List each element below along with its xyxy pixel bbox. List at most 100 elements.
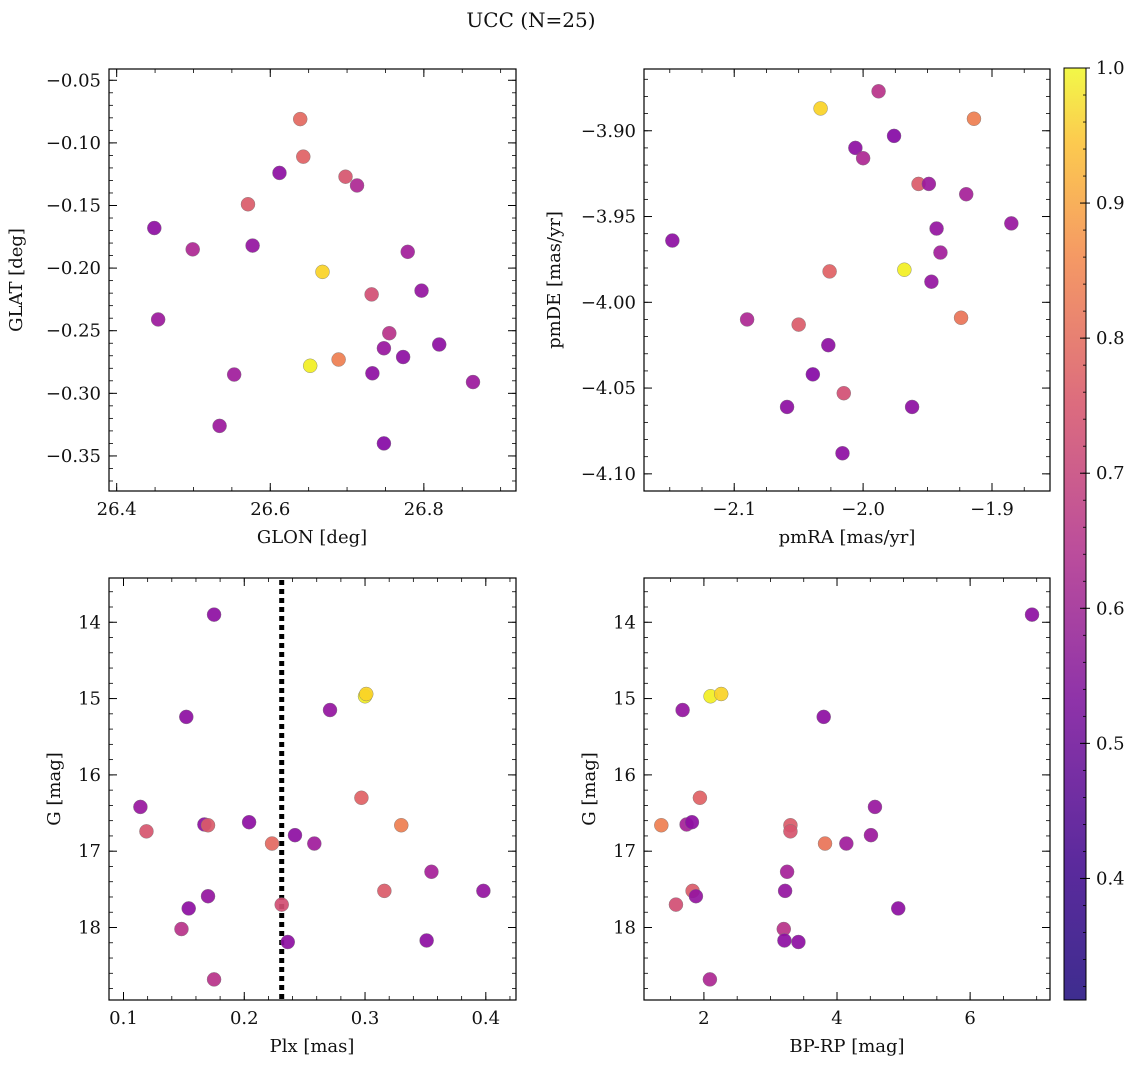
scatter-point <box>349 178 365 193</box>
scatter-point <box>338 169 353 184</box>
scatter-point <box>174 921 189 937</box>
x-tick-label: 0.4 <box>471 1008 500 1029</box>
scatter-point <box>739 312 755 327</box>
y-axis-label: pmDE [mas/yr] <box>544 211 565 349</box>
scatter-point <box>302 358 318 373</box>
plot-frame <box>643 68 1051 492</box>
x-tick-label: 6 <box>964 1008 975 1029</box>
scatter-point <box>382 326 397 341</box>
x-tick-label: 4 <box>831 1008 842 1029</box>
scatter-point <box>212 418 227 434</box>
scatter-point <box>684 814 700 830</box>
x-tick-label: 26.6 <box>250 499 290 520</box>
scatter-point <box>395 349 411 365</box>
scatter-point <box>897 262 912 277</box>
scatter-point <box>668 897 684 912</box>
scatter-point <box>331 352 346 367</box>
scatter-point <box>855 151 871 166</box>
scatter-point <box>929 221 944 236</box>
x-tick-label: 26.4 <box>97 499 137 520</box>
colorbar-tick-label: 0.4 <box>1096 868 1125 889</box>
colorbar: 0.4 0.5 0.6 0.7 0.8 0.9 1.0 <box>1063 58 1125 1001</box>
scatter-point <box>200 889 216 904</box>
scatter-point <box>921 176 937 192</box>
scatter-point <box>777 883 793 899</box>
scatter-point <box>419 933 434 948</box>
figure-title: UCC (N=25) <box>466 8 595 32</box>
scatter-point <box>240 197 256 212</box>
scatter-point <box>966 111 982 126</box>
scatter-point <box>654 818 669 833</box>
scatter-point <box>245 238 260 253</box>
scatter-point <box>816 709 831 725</box>
scatter-point <box>296 149 311 164</box>
scatter-point <box>702 972 718 987</box>
y-tick-label: 14 <box>78 612 101 633</box>
plot-frame <box>108 68 517 492</box>
y-tick-label: −4.05 <box>581 378 636 399</box>
scatter-point <box>813 101 828 116</box>
y-tick-label: −0.10 <box>46 133 101 154</box>
scatter-point <box>821 337 836 353</box>
y-tick-label: 16 <box>78 765 101 786</box>
scatter-point <box>293 111 308 127</box>
y-tick-label: −0.05 <box>46 70 101 91</box>
scatter-point <box>181 901 196 916</box>
scatter-point <box>206 607 222 622</box>
y-axis-label: G [mag] <box>579 752 600 825</box>
colorbar-tick-label: 1.0 <box>1096 58 1125 79</box>
scatter-point <box>280 934 295 950</box>
scatter-point <box>185 242 200 257</box>
scatter-point <box>836 386 851 401</box>
colorbar-tick-label: 0.8 <box>1096 328 1125 349</box>
scatter-point <box>953 310 969 325</box>
x-axis-label: pmRA [mas/yr] <box>779 527 916 548</box>
y-tick-label: 15 <box>613 689 636 710</box>
y-axis-label: GLAT [deg] <box>6 228 27 332</box>
scatter-point <box>394 818 409 833</box>
y-axis-label: G [mag] <box>44 752 65 825</box>
scatter-point <box>959 187 974 202</box>
colorbar-tick-label: 0.9 <box>1096 193 1125 214</box>
scatter-point <box>924 274 939 289</box>
scatter-point <box>424 864 439 879</box>
y-tick-label: −0.35 <box>46 446 101 467</box>
colorbar-tick-label: 0.7 <box>1096 463 1125 484</box>
scatter-point <box>817 836 833 851</box>
x-axis-label: Plx [mas] <box>270 1036 355 1057</box>
scatter-point <box>933 245 948 260</box>
scatter-point <box>359 686 374 702</box>
scatter-point <box>665 233 680 248</box>
scatter-point <box>904 399 920 415</box>
colorbar-ticks: 0.4 0.5 0.6 0.7 0.8 0.9 1.0 <box>1080 58 1125 987</box>
panel-2: −2.1 −2.0 −1.9 −4.10 −4.05 −4.00 −3.95 −3.90 pmR… <box>544 68 1051 548</box>
scatter-point <box>287 827 303 843</box>
scatter-point <box>791 317 806 332</box>
y-tick-label: 18 <box>613 918 636 939</box>
scatter-point <box>839 836 854 851</box>
scatter-point <box>779 864 795 879</box>
x-axis-label: BP-RP [mag] <box>789 1036 904 1057</box>
y-tick-label: −0.30 <box>46 383 101 404</box>
scatter-point <box>432 337 447 352</box>
scatter-point <box>365 366 380 381</box>
scatter-point <box>315 264 330 280</box>
scatter-point <box>376 341 392 356</box>
y-tick-label: −4.00 <box>581 292 636 313</box>
scatter-point <box>692 790 708 805</box>
scatter-point <box>714 686 729 702</box>
x-tick-label: −1.9 <box>970 499 1014 520</box>
panel-3: 0.1 0.2 0.3 0.4 14 15 16 17 18 Plx [mas] G [mag] <box>44 577 517 1057</box>
scatter-point <box>835 446 850 461</box>
y-tick-label: −0.15 <box>46 195 101 216</box>
scatter-point <box>274 897 289 912</box>
scatter-point <box>688 889 704 904</box>
scatter-point <box>863 827 879 843</box>
scatter-point <box>200 818 216 833</box>
colorbar-tick-label: 0.6 <box>1096 598 1125 619</box>
x-tick-label: 0.2 <box>230 1008 259 1029</box>
y-tick-label: 15 <box>78 689 101 710</box>
scatter-point <box>414 283 429 298</box>
plot-frame <box>108 577 517 1001</box>
scatter-point <box>376 436 392 451</box>
